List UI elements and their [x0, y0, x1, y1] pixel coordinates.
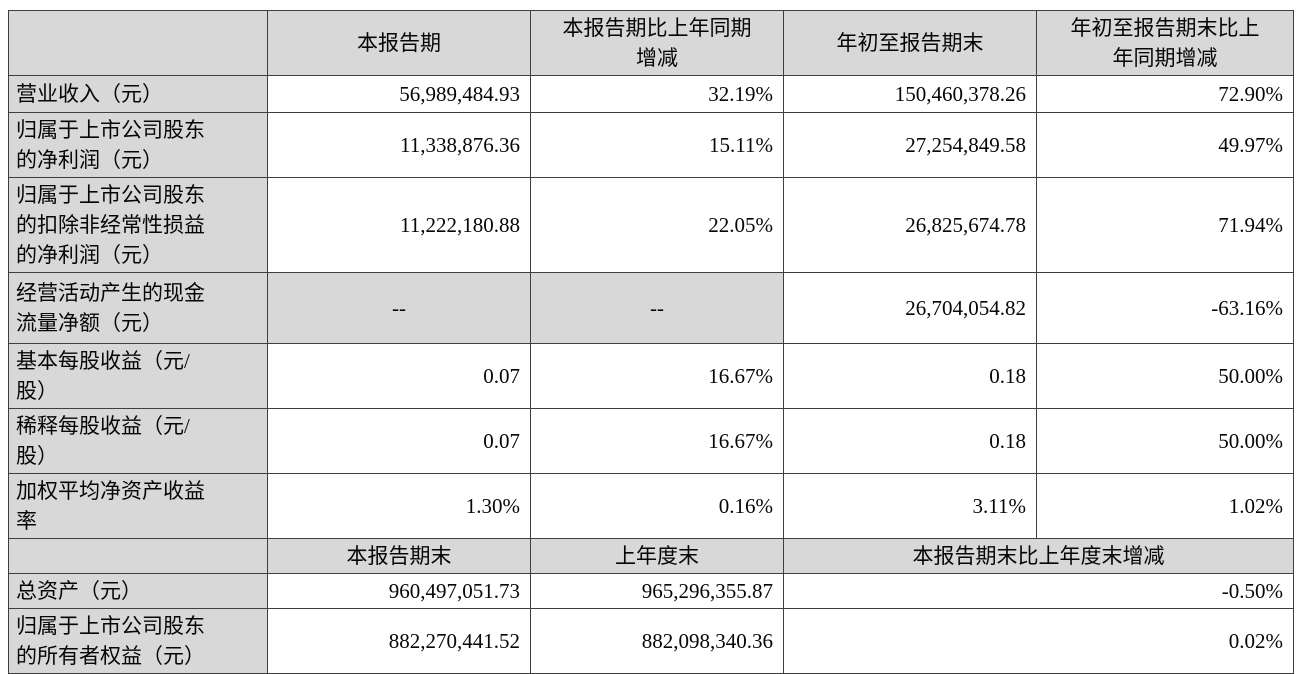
column-header-end-of-period: 本报告期末 — [267, 538, 531, 574]
column-header-ytd-yoy-change: 年初至报告期末比上 年同期增减 — [1036, 10, 1294, 76]
row-label: 加权平均净资产收益 率 — [8, 473, 268, 539]
cell-value: 22.05% — [530, 177, 784, 273]
cell-value: 882,098,340.36 — [530, 608, 784, 674]
cell-value: 0.18 — [783, 408, 1037, 474]
cell-value: 0.16% — [530, 473, 784, 539]
cell-value: -0.50% — [783, 573, 1294, 609]
column-header-yoy-change: 本报告期比上年同期 增减 — [530, 10, 784, 76]
cell-value: 50.00% — [1036, 408, 1294, 474]
cell-value: 0.02% — [783, 608, 1294, 674]
header-row-top: 本报告期 本报告期比上年同期 增减 年初至报告期末 年初至报告期末比上 年同期增… — [8, 10, 1294, 76]
cell-value: 11,222,180.88 — [267, 177, 531, 273]
cell-value: 965,296,355.87 — [530, 573, 784, 609]
cell-value-na: -- — [530, 272, 784, 344]
row-label: 归属于上市公司股东 的净利润（元） — [8, 112, 268, 178]
financial-summary-table-wrap: 本报告期 本报告期比上年同期 增减 年初至报告期末 年初至报告期末比上 年同期增… — [8, 10, 1294, 674]
row-label: 稀释每股收益（元/ 股） — [8, 408, 268, 474]
column-header-period-vs-year-end-change: 本报告期末比上年度末增减 — [783, 538, 1294, 574]
table-row-shareholders-equity: 归属于上市公司股东 的所有者权益（元） 882,270,441.52 882,0… — [8, 608, 1294, 674]
cell-value: 72.90% — [1036, 75, 1294, 113]
cell-value: 0.07 — [267, 408, 531, 474]
corner-cell — [8, 10, 268, 76]
column-header-ytd: 年初至报告期末 — [783, 10, 1037, 76]
financial-summary-table: 本报告期 本报告期比上年同期 增减 年初至报告期末 年初至报告期末比上 年同期增… — [8, 10, 1294, 674]
table-row-net-profit: 归属于上市公司股东 的净利润（元） 11,338,876.36 15.11% 2… — [8, 112, 1294, 178]
cell-value: 0.07 — [267, 343, 531, 409]
table-row-diluted-eps: 稀释每股收益（元/ 股） 0.07 16.67% 0.18 50.00% — [8, 408, 1294, 474]
cell-value: 882,270,441.52 — [267, 608, 531, 674]
cell-value: 32.19% — [530, 75, 784, 113]
row-label: 总资产（元） — [8, 573, 268, 609]
cell-value: 49.97% — [1036, 112, 1294, 178]
cell-value: 16.67% — [530, 408, 784, 474]
cell-value: 15.11% — [530, 112, 784, 178]
cell-value: 960,497,051.73 — [267, 573, 531, 609]
cell-value: 150,460,378.26 — [783, 75, 1037, 113]
cell-value: 27,254,849.58 — [783, 112, 1037, 178]
cell-value: 3.11% — [783, 473, 1037, 539]
cell-value-na: -- — [267, 272, 531, 344]
table-row-operating-cash-flow: 经营活动产生的现金 流量净额（元） -- -- 26,704,054.82 -6… — [8, 272, 1294, 344]
row-label: 经营活动产生的现金 流量净额（元） — [8, 272, 268, 344]
table-row-basic-eps: 基本每股收益（元/ 股） 0.07 16.67% 0.18 50.00% — [8, 343, 1294, 409]
table-row-weighted-avg-roe: 加权平均净资产收益 率 1.30% 0.16% 3.11% 1.02% — [8, 473, 1294, 539]
row-label: 归属于上市公司股东 的扣除非经常性损益 的净利润（元） — [8, 177, 268, 273]
table-row-net-profit-excl-nonrecurring: 归属于上市公司股东 的扣除非经常性损益 的净利润（元） 11,222,180.8… — [8, 177, 1294, 273]
cell-value: 26,704,054.82 — [783, 272, 1037, 344]
cell-value: 26,825,674.78 — [783, 177, 1037, 273]
row-label: 归属于上市公司股东 的所有者权益（元） — [8, 608, 268, 674]
cell-value: -63.16% — [1036, 272, 1294, 344]
cell-value: 11,338,876.36 — [267, 112, 531, 178]
cell-value: 1.02% — [1036, 473, 1294, 539]
corner-cell — [8, 538, 268, 574]
column-header-end-of-last-year: 上年度末 — [530, 538, 784, 574]
cell-value: 1.30% — [267, 473, 531, 539]
table-row-total-assets: 总资产（元） 960,497,051.73 965,296,355.87 -0.… — [8, 573, 1294, 609]
cell-value: 0.18 — [783, 343, 1037, 409]
table-row-revenue: 营业收入（元） 56,989,484.93 32.19% 150,460,378… — [8, 75, 1294, 113]
cell-value: 16.67% — [530, 343, 784, 409]
cell-value: 71.94% — [1036, 177, 1294, 273]
row-label: 营业收入（元） — [8, 75, 268, 113]
row-label: 基本每股收益（元/ 股） — [8, 343, 268, 409]
column-header-current-period: 本报告期 — [267, 10, 531, 76]
cell-value: 50.00% — [1036, 343, 1294, 409]
cell-value: 56,989,484.93 — [267, 75, 531, 113]
header-row-bottom: 本报告期末 上年度末 本报告期末比上年度末增减 — [8, 538, 1294, 574]
